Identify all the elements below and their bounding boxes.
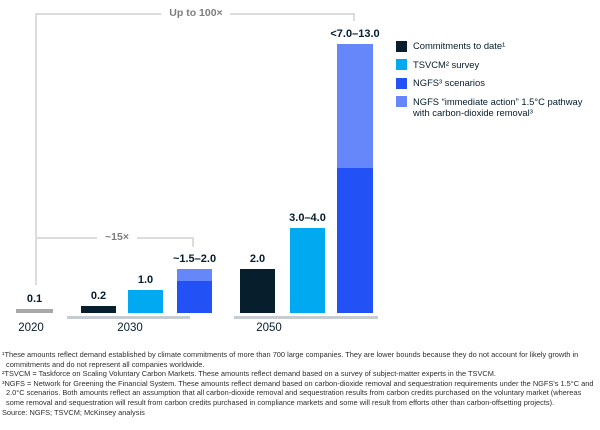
mid-bracket-label: ~15× [97,231,137,243]
footnote-2: ²TSVCM = Taskforce on Scaling Voluntary … [2,369,496,379]
footnote-1: ¹These amounts reflect demand establishe… [2,350,579,369]
x-axis-label-2030: 2030 [117,322,143,334]
bar-value-label: 2.0 [249,253,266,265]
bar-2050 [290,228,325,313]
bar-value-label: 0.2 [90,290,107,302]
bar-segment-cyan [128,290,163,313]
top-bracket-right-tick [353,13,355,21]
bar-segment-gray [16,309,53,313]
bar-segment-blue [337,168,373,313]
legend-item-1: Commitments to date¹ [396,40,592,52]
bar-segment-light [177,269,212,281]
footnotes: ¹These amounts reflect demand establishe… [2,350,598,417]
group-baseline-2030 [67,316,190,319]
bar-segment-blue [177,281,212,313]
x-axis-label-2020: 2020 [18,322,44,334]
bar-segment-dark [240,269,275,313]
bar-2030 [81,306,116,313]
legend-item-label: NGFS³ scenarios [413,77,485,88]
bar-value-label: 1.0 [137,274,154,286]
bar-value-label: 3.0–4.0 [289,212,326,224]
legend-item-4: NGFS “immediate action” 1.5°C pathway wi… [396,96,592,119]
bar-value-label: <7.0–13.0 [330,28,380,40]
legend-swatch-icon [396,59,407,70]
legend-swatch-icon [396,77,407,89]
legend-item-label: Commitments to date¹ [413,40,506,51]
top-bracket-left-leg [35,13,37,285]
footnote-3: ³NGFS = Network for Greening the Financi… [2,378,594,407]
bar-2050 [240,269,275,313]
legend-item-label: NGFS “immediate action” 1.5°C pathway wi… [413,95,583,119]
bar-segment-light [337,44,373,168]
x-axis-label-2050: 2050 [256,322,282,334]
legend-swatch-icon [396,96,407,107]
bar-segment-cyan [290,228,325,313]
mid-bracket-right-tick [192,237,194,247]
bar-2020 [16,309,53,313]
legend-item-3: NGFS³ scenarios [396,77,592,89]
legend-swatch-icon [396,40,407,52]
bar-segment-dark [81,306,116,313]
bar-2030 [128,290,163,313]
bar-value-label: ~1.5–2.0 [172,253,217,265]
bar-2030 [177,269,212,313]
legend-item-2: TSVCM² survey [396,58,592,70]
legend-item-label: TSVCM² survey [413,58,480,70]
source-line: Source: NGFS; TSVCM; McKinsey analysis [2,407,145,417]
chart-legend: Commitments to date¹ TSVCM² survey NGFS³ s… [396,40,592,126]
bar-2050 [337,44,373,313]
group-baseline-2050 [234,316,378,319]
bar-value-label: 0.1 [26,293,43,305]
top-bracket-label: Up to 100× [161,7,231,19]
